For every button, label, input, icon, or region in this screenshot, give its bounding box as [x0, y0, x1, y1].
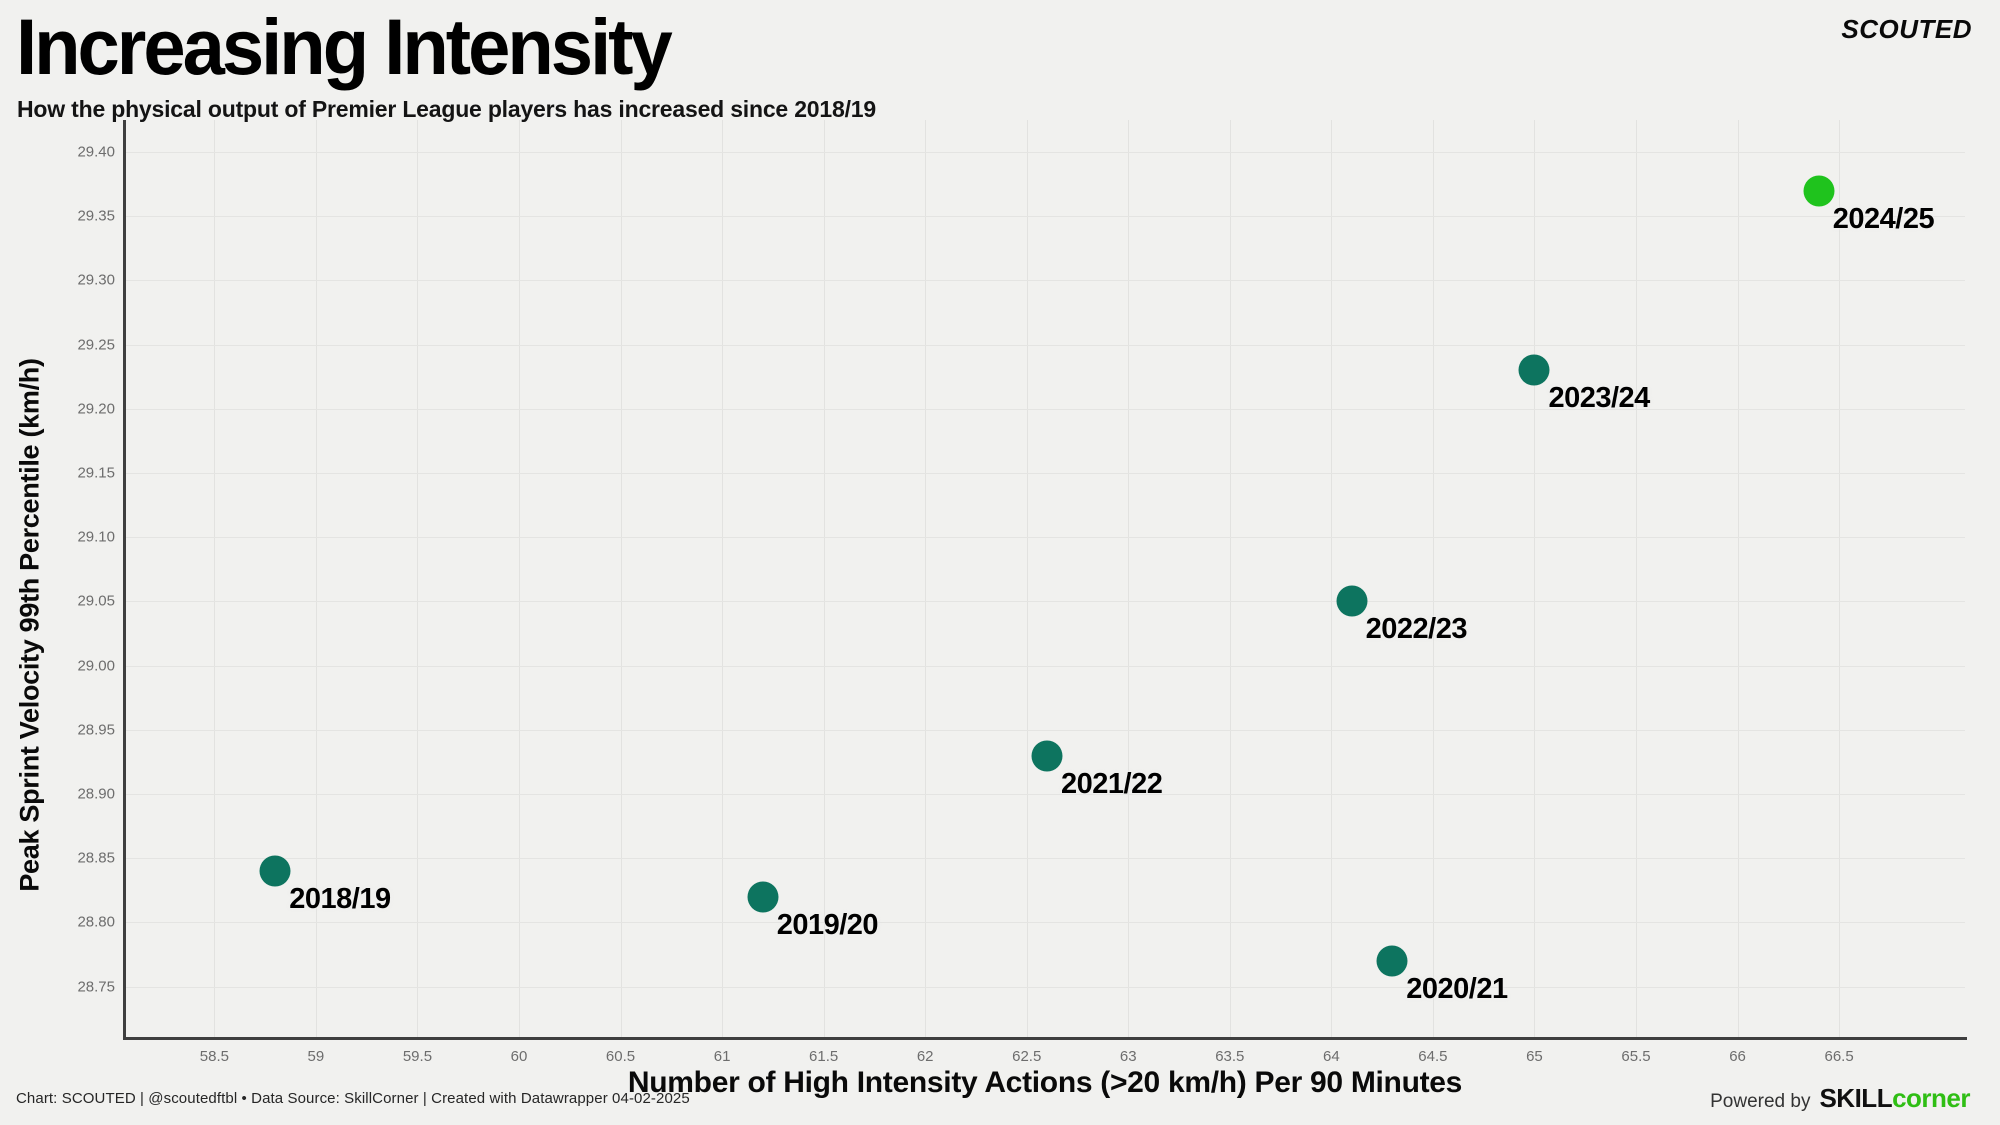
gridline-horizontal: [125, 601, 1965, 603]
gridline-horizontal: [125, 922, 1965, 924]
scouted-logo: SCOUTED: [1841, 14, 1972, 44]
gridline-horizontal: [125, 152, 1965, 154]
data-point-label: 2020/21: [1406, 972, 1508, 1005]
gridline-horizontal: [125, 858, 1965, 860]
data-point-dot: [1803, 175, 1835, 207]
gridline-vertical: [417, 120, 419, 1038]
data-point-dot: [1518, 354, 1550, 386]
gridline-vertical: [1534, 120, 1536, 1038]
credit-line: Chart: SCOUTED | @scoutedftbl • Data Sou…: [16, 1090, 690, 1107]
y-tick-label: 29.20: [77, 400, 115, 418]
gridline-horizontal: [125, 216, 1965, 218]
gridline-horizontal: [125, 473, 1965, 475]
skillcorner-logo-corner: corner: [1892, 1083, 1970, 1113]
y-tick-label: 29.00: [77, 657, 115, 675]
y-tick-label: 28.85: [77, 849, 115, 867]
gridline-vertical: [925, 120, 927, 1038]
gridline-vertical: [1737, 120, 1739, 1038]
gridline-vertical: [1229, 120, 1231, 1038]
x-tick-label: 63.5: [1215, 1048, 1245, 1065]
y-tick-label: 28.95: [77, 721, 115, 739]
y-tick-label: 29.30: [77, 271, 115, 289]
data-point-label: 2021/22: [1061, 767, 1163, 800]
gridline-vertical: [1128, 120, 1130, 1038]
skillcorner-logo: SKILLcorner: [1819, 1083, 1970, 1114]
y-tick-label: 28.75: [77, 978, 115, 996]
x-tick-label: 65.5: [1621, 1048, 1651, 1065]
skillcorner-logo-skill: SKILL: [1819, 1083, 1893, 1113]
x-tick-label: 60.5: [605, 1048, 636, 1065]
gridline-vertical: [620, 120, 622, 1038]
gridline-vertical: [1432, 120, 1434, 1038]
x-tick-label: 60: [510, 1048, 528, 1065]
gridline-vertical: [315, 120, 317, 1038]
y-tick-label: 29.40: [77, 143, 115, 161]
data-point-dot: [1376, 945, 1408, 977]
gridline-vertical: [722, 120, 724, 1038]
gridline-horizontal: [125, 280, 1965, 282]
x-axis-line: [123, 1037, 1967, 1040]
y-tick-label: 29.35: [77, 207, 115, 225]
y-axis-line: [123, 120, 126, 1038]
x-tick-label: 61: [713, 1048, 731, 1065]
gridline-horizontal: [125, 665, 1965, 667]
plot-area: 58.5 59 59.5 60 60.5 61 61.5 62 62.5 63 63.5 64 64.5…: [77, 120, 1967, 1065]
x-axis-title: Number of High Intensity Actions (>20 km…: [627, 1066, 1463, 1099]
x-tick-label: 66: [1729, 1048, 1746, 1065]
data-point-dot: [1336, 585, 1368, 617]
data-point-label: 2019/20: [776, 908, 879, 941]
gridline-vertical: [1839, 120, 1841, 1038]
x-tick-label: 63: [1119, 1048, 1137, 1065]
data-point-dot: [1031, 740, 1063, 772]
gridline-vertical: [823, 120, 825, 1038]
data-point-label: 2022/23: [1365, 613, 1468, 646]
powered-by-label: Powered by: [1710, 1091, 1811, 1112]
x-tick-label: 58.5: [199, 1048, 229, 1065]
x-tick-label: 59.5: [402, 1048, 433, 1065]
x-tick-label: 66.5: [1824, 1048, 1854, 1065]
gridline-horizontal: [125, 729, 1965, 731]
data-point-label: 2018/19: [289, 883, 391, 916]
y-tick-label: 29.05: [77, 592, 115, 610]
x-tick-label: 65: [1526, 1048, 1543, 1065]
x-tick-label: 64.5: [1418, 1048, 1448, 1065]
gridline-horizontal: [125, 537, 1965, 539]
x-tick-label: 62.5: [1012, 1048, 1042, 1065]
gridline-vertical: [1026, 120, 1028, 1038]
y-tick-label: 29.25: [77, 336, 115, 354]
y-tick-label: 29.15: [77, 464, 115, 482]
x-tick-label: 61.5: [809, 1048, 839, 1065]
powered-by: Powered by SKILLcorner: [1710, 1083, 1970, 1114]
y-tick-label: 28.80: [77, 913, 115, 931]
gridline-vertical: [1635, 120, 1637, 1038]
y-tick-label: 29.10: [77, 528, 115, 546]
y-tick-label: 28.90: [77, 785, 115, 803]
data-point-label: 2024/25: [1832, 202, 1935, 235]
gridline-horizontal: [125, 344, 1965, 346]
x-tick-label: 59: [307, 1048, 325, 1065]
data-point-label: 2023/24: [1548, 382, 1650, 415]
x-tick-label: 64: [1323, 1048, 1340, 1065]
gridline-horizontal: [125, 986, 1965, 988]
gridline-vertical: [1331, 120, 1333, 1038]
gridline-vertical: [518, 120, 520, 1038]
data-point-dot: [747, 881, 779, 913]
data-point-dot: [259, 855, 291, 887]
x-tick-label: 62: [916, 1048, 934, 1065]
gridline-horizontal: [125, 408, 1965, 410]
gridline-horizontal: [125, 794, 1965, 796]
y-axis-title: Peak Sprint Velocity 99th Percentile (km…: [14, 358, 45, 892]
gridline-vertical: [214, 120, 216, 1038]
page-subtitle: How the physical output of Premier Leagu…: [17, 96, 876, 122]
page-title: Increasing Intensity: [16, 3, 673, 92]
